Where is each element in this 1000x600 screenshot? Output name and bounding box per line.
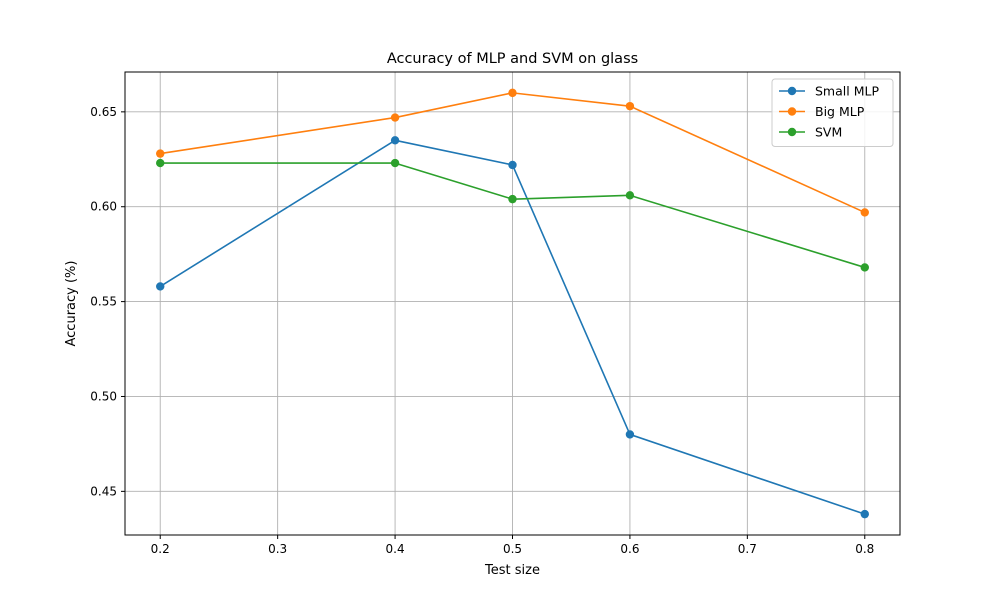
series-big-mlp (156, 88, 869, 217)
data-point-big-mlp (860, 208, 869, 217)
data-point-big-mlp (508, 88, 517, 98)
legend-item-small-mlp: Small MLP (779, 84, 879, 99)
legend-label: Small MLP (815, 84, 879, 99)
x-tick-label: 0.3 (268, 542, 287, 556)
data-point-svm (508, 194, 517, 204)
series-layer (156, 88, 869, 519)
legend-item-big-mlp: Big MLP (779, 104, 865, 119)
data-point-svm (390, 158, 400, 168)
ticks: 0.2 0.3 0.4 0.5 0.6 0.7 0.8 0.45 0.50 0.55 0.60 0.6… (90, 105, 874, 556)
data-point-small-mlp (625, 430, 635, 439)
chart-title: Accuracy of MLP and SVM on glass (387, 51, 638, 67)
legend-marker (787, 127, 797, 137)
data-point-big-mlp (156, 149, 165, 158)
legend-marker (787, 107, 797, 116)
y-tick-label: 0.50 (90, 389, 117, 403)
y-tick-label: 0.65 (90, 105, 117, 119)
legend-box (771, 78, 894, 147)
legend-label: Big MLP (815, 104, 865, 119)
x-tick-label: 0.6 (620, 542, 639, 556)
series-small-mlp (156, 136, 869, 519)
x-tick-label: 0.2 (151, 542, 170, 556)
y-tick-label: 0.45 (90, 484, 117, 498)
legend-item-svm: SVM (779, 125, 842, 140)
y-tick-label: 0.60 (90, 200, 117, 214)
legend: Small MLP Big MLP SVM (771, 78, 894, 147)
x-tick-label: 0.7 (738, 542, 757, 556)
data-point-small-mlp (390, 136, 400, 145)
legend-marker (787, 86, 797, 96)
data-point-small-mlp (508, 160, 517, 170)
y-tick-label: 0.55 (90, 295, 117, 309)
data-point-svm (625, 191, 635, 200)
x-axis-label: Test size (484, 563, 540, 578)
x-tick-label: 0.4 (386, 542, 405, 556)
data-point-big-mlp (390, 113, 400, 122)
grid (125, 72, 900, 535)
series-svm (156, 158, 869, 272)
legend-label: SVM (815, 125, 842, 140)
data-point-svm (156, 158, 165, 168)
data-point-svm (860, 263, 869, 272)
x-tick-label: 0.8 (855, 542, 874, 556)
x-tick-label: 0.5 (503, 542, 522, 556)
data-point-big-mlp (625, 101, 635, 111)
y-axis-label: Accuracy (%) (64, 261, 79, 347)
data-point-small-mlp (156, 282, 165, 291)
data-point-small-mlp (860, 509, 869, 519)
